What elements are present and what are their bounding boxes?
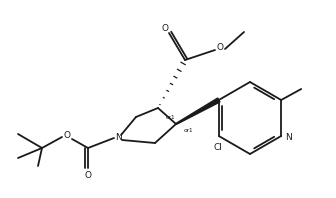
Text: O: O: [84, 171, 91, 181]
Text: Cl: Cl: [213, 144, 222, 152]
Text: or1: or1: [165, 114, 175, 120]
Text: O: O: [216, 43, 223, 51]
Text: N: N: [116, 132, 122, 142]
Polygon shape: [176, 98, 220, 124]
Text: or1: or1: [183, 128, 193, 132]
Text: O: O: [64, 130, 71, 140]
Text: N: N: [285, 132, 292, 142]
Text: O: O: [162, 24, 168, 32]
